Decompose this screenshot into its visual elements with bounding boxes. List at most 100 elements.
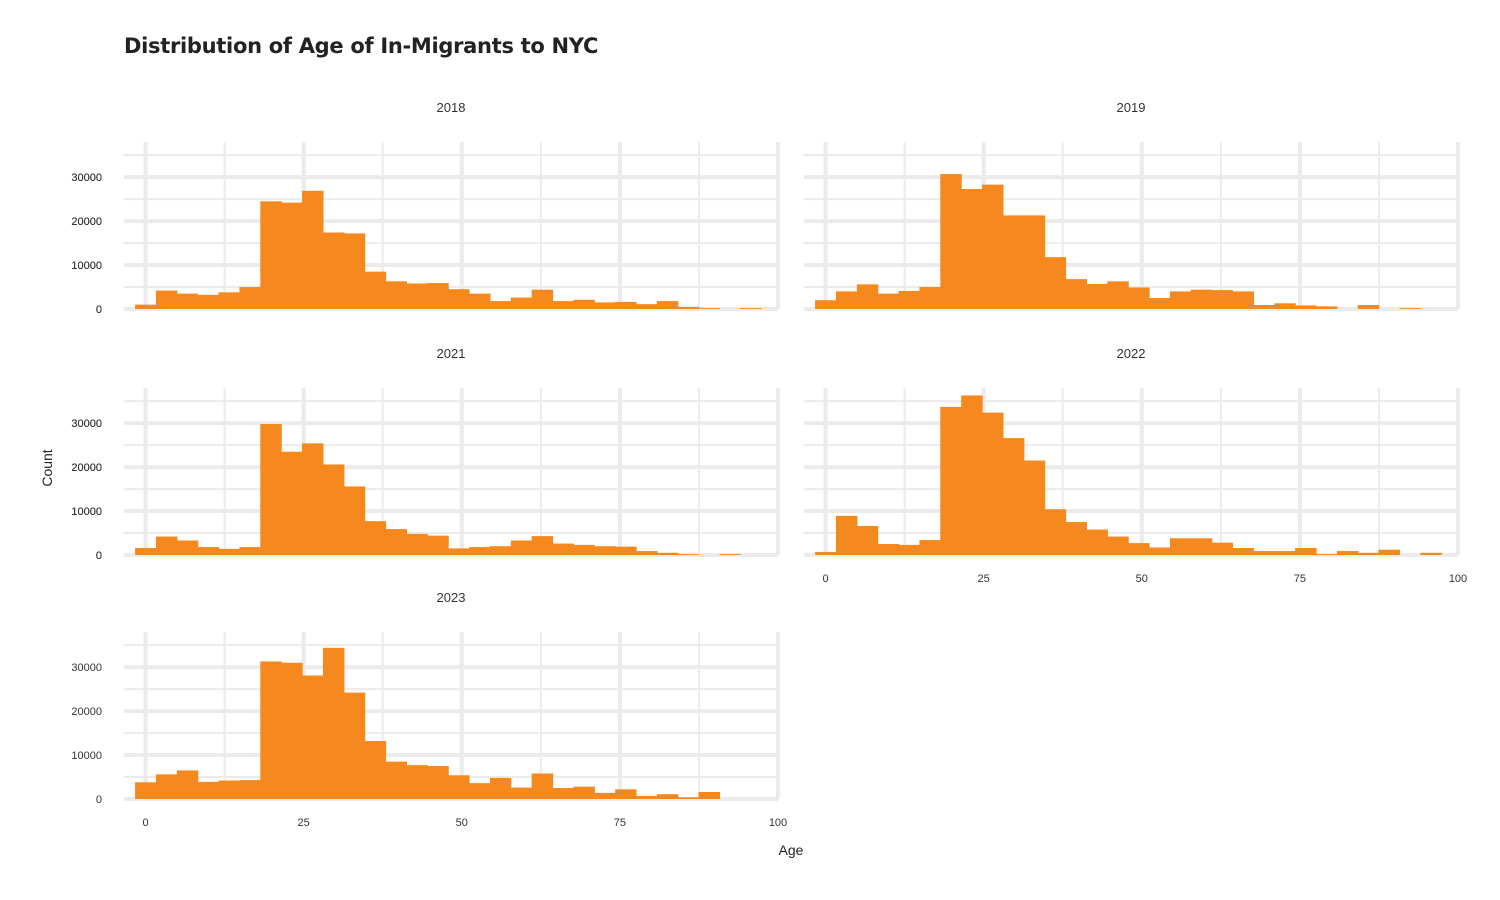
histogram-bar (636, 551, 658, 555)
histogram-bar (1336, 551, 1359, 555)
histogram-bar (406, 765, 428, 799)
histogram-bar (343, 233, 366, 309)
y-tick-label: 30000 (71, 172, 102, 184)
histogram-bar (1211, 542, 1234, 555)
histogram-bar (1086, 283, 1108, 309)
histogram-bar (385, 281, 408, 309)
y-tick-label: 10000 (71, 750, 102, 762)
y-tick-label: 20000 (71, 706, 102, 718)
panel-label: 2019 (1117, 100, 1146, 115)
histogram-bar (1023, 460, 1046, 555)
x-axis-title: Age (779, 842, 804, 858)
panel-label: 2021 (437, 346, 466, 361)
histogram-bar (260, 424, 282, 555)
histogram-bar (176, 293, 199, 309)
histogram-bar (552, 301, 574, 309)
histogram-bar (343, 486, 366, 555)
histogram-bar (155, 536, 178, 555)
histogram-bar (489, 777, 512, 799)
histogram-bar (1232, 291, 1254, 309)
y-tick-label: 30000 (71, 662, 102, 674)
histogram-bar (135, 782, 157, 799)
histogram-bar (552, 543, 574, 555)
histogram-bar (594, 792, 616, 799)
histogram-bar (1274, 303, 1296, 309)
histogram-bar (1149, 547, 1171, 555)
histogram-bar (656, 552, 679, 555)
histogram-bar (1295, 305, 1317, 309)
panel-2018: 2018 0 10000 20000 30000 (71, 100, 780, 316)
histogram-bar (740, 308, 762, 309)
histogram-bar (1023, 215, 1046, 309)
histogram-bar (218, 548, 241, 555)
y-tick-label: 20000 (71, 216, 102, 228)
histogram-bar (677, 554, 700, 555)
histogram-bar (531, 773, 554, 799)
histogram-bar (615, 789, 637, 799)
histogram-bar (656, 301, 679, 309)
histogram-bar (573, 786, 595, 799)
histogram-bar (469, 547, 491, 555)
histogram-bar (427, 535, 449, 555)
histogram-bar (155, 290, 178, 309)
histogram-bar (1002, 438, 1025, 555)
histogram-bar (197, 781, 220, 799)
histogram-bar (364, 740, 387, 799)
histogram-bar (302, 675, 324, 799)
histogram-bar (940, 174, 962, 309)
histogram-bar (1253, 551, 1275, 555)
histogram-bar (573, 544, 595, 555)
y-tick-label: 0 (96, 550, 102, 562)
x-tick-label: 0 (142, 817, 148, 829)
histogram-bar (218, 780, 241, 799)
panel-label: 2022 (1117, 346, 1146, 361)
histogram-bar (239, 780, 261, 799)
histogram-bar (364, 521, 387, 555)
y-tick-label: 0 (96, 794, 102, 806)
x-tick-label: 50 (456, 817, 468, 829)
histogram-bar (239, 547, 261, 555)
histogram-bar (982, 184, 1004, 309)
histogram-bar (448, 289, 470, 309)
histogram-bar (155, 774, 178, 799)
histogram-bar (1065, 279, 1088, 309)
histogram-bar (1190, 538, 1213, 555)
histogram-bar (302, 443, 324, 555)
y-tick-label: 20000 (71, 462, 102, 474)
histogram-bar (197, 547, 220, 555)
histogram-bar (815, 551, 837, 555)
histogram-bar (1107, 536, 1129, 555)
y-tick-label: 10000 (71, 506, 102, 518)
x-tick-label: 100 (769, 817, 787, 829)
histogram-bar (281, 662, 303, 799)
y-tick-label: 20000 (71, 216, 102, 228)
y-tick-label: 0 (96, 304, 102, 316)
histogram-bar (1420, 552, 1442, 555)
histogram-bar (677, 797, 700, 799)
histogram-bar (448, 548, 470, 555)
histogram-bar (406, 283, 428, 309)
histogram-bar (1169, 291, 1192, 309)
histogram-bar (677, 306, 700, 309)
histogram-bar (1357, 305, 1380, 309)
histogram-bar (940, 406, 962, 555)
histogram-bar (427, 766, 449, 799)
panel-2023: 2023 0 10000 20000 30000 0 25 50 75 100 (71, 590, 787, 829)
panel-2022: 2022 0 10000 20000 30000 0 25 50 75 100 (71, 346, 1467, 585)
x-tick-label: 50 (1136, 573, 1148, 585)
histogram-bar (1357, 552, 1380, 555)
histogram-bar (815, 300, 837, 309)
y-tick-label: 30000 (71, 418, 102, 430)
y-tick-label: 0 (96, 304, 102, 316)
panel-label: 2018 (437, 100, 466, 115)
histogram-bar (982, 412, 1004, 555)
histogram-bar (135, 304, 157, 309)
histogram-bar (835, 291, 858, 309)
y-axis-title: Count (39, 449, 55, 486)
histogram-bar (1253, 305, 1275, 309)
histogram-bar (260, 201, 282, 309)
histogram-bar (636, 304, 658, 309)
histogram-bar (1128, 543, 1150, 555)
x-tick-label: 75 (614, 817, 626, 829)
panel-2019: 2019 0 10000 20000 30000 (71, 100, 1460, 316)
